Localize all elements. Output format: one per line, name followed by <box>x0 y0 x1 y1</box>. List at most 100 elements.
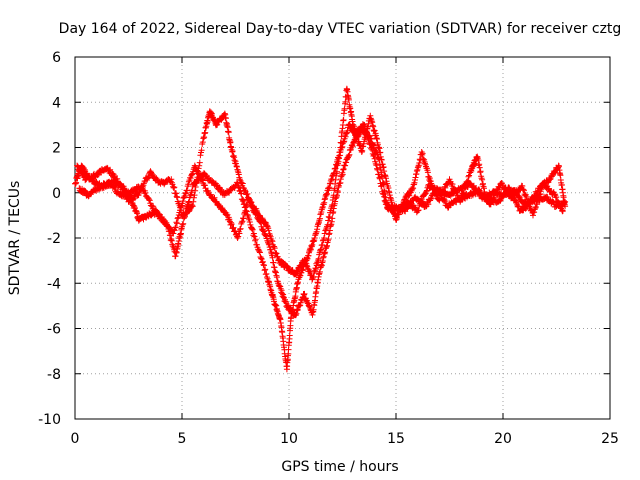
interp-marker <box>198 147 205 154</box>
interp-marker <box>185 199 192 206</box>
interp-marker <box>192 187 199 194</box>
interp-marker <box>224 211 231 218</box>
interp-marker <box>493 189 500 196</box>
interp-marker <box>145 174 152 181</box>
interp-marker <box>174 220 180 227</box>
x-tick-label: 0 <box>71 431 80 447</box>
interp-marker <box>142 189 149 196</box>
interp-marker <box>211 194 218 201</box>
x-tick-label: 10 <box>280 431 298 447</box>
data-point <box>318 246 325 253</box>
interp-marker <box>232 228 239 234</box>
interp-marker <box>321 235 328 241</box>
interp-marker <box>171 184 178 191</box>
interp-marker <box>480 192 487 199</box>
interp-marker <box>463 183 470 190</box>
interp-marker <box>182 190 189 197</box>
interp-marker <box>172 224 179 231</box>
interp-marker <box>248 203 255 210</box>
chart-title: Day 164 of 2022, Sidereal Day-to-day VTE… <box>59 21 622 37</box>
interp-marker <box>423 188 430 195</box>
interp-marker <box>247 199 254 206</box>
interp-marker <box>475 186 482 193</box>
interp-marker <box>272 249 279 256</box>
interp-marker <box>249 204 256 211</box>
interp-marker <box>532 204 539 210</box>
interp-marker <box>180 220 187 227</box>
interp-marker <box>238 190 245 197</box>
interp-marker <box>274 253 281 260</box>
data-point <box>114 178 121 185</box>
interp-marker <box>259 258 266 265</box>
interp-marker <box>368 145 374 152</box>
data-point <box>530 212 536 219</box>
interp-marker <box>170 184 177 191</box>
interp-marker <box>427 196 434 202</box>
interp-marker <box>188 171 195 178</box>
interp-marker <box>532 205 539 212</box>
interp-marker <box>217 185 223 192</box>
y-tick-label: 6 <box>52 50 61 66</box>
series-track-c <box>76 125 566 319</box>
interp-marker <box>488 198 495 205</box>
interp-marker <box>96 185 103 192</box>
interp-marker <box>229 148 236 155</box>
data-point <box>559 207 566 214</box>
interp-marker <box>522 192 529 199</box>
interp-marker <box>442 184 449 191</box>
interp-marker <box>207 191 214 198</box>
interp-marker <box>258 255 265 262</box>
interp-marker <box>174 215 181 222</box>
interp-marker <box>338 139 345 146</box>
interp-marker <box>190 194 197 201</box>
interp-marker <box>145 173 152 180</box>
interp-marker <box>524 198 531 205</box>
interp-marker <box>107 166 114 173</box>
interp-marker <box>491 194 498 201</box>
y-axis-label: SDTVAR / TECUs <box>7 181 23 296</box>
interp-marker <box>225 129 232 136</box>
data-point <box>181 194 188 201</box>
interp-marker <box>342 98 349 105</box>
interp-marker <box>241 211 248 217</box>
interp-marker <box>325 217 332 224</box>
y-tick-label: -6 <box>47 322 61 338</box>
interp-marker <box>537 191 544 197</box>
x-tick-labels: 0 5 10 15 20 25 <box>71 431 619 447</box>
x-axis-label: GPS time / hours <box>281 459 398 475</box>
interp-marker <box>249 226 256 233</box>
interp-marker <box>260 261 267 268</box>
series-track-a <box>72 121 569 373</box>
interp-marker <box>111 183 117 190</box>
interp-marker <box>228 219 235 226</box>
y-tick-label: 2 <box>52 141 61 157</box>
interp-marker <box>504 187 511 194</box>
interp-marker <box>236 230 243 237</box>
interp-marker <box>235 233 242 240</box>
interp-marker <box>174 194 181 201</box>
interp-marker <box>441 188 448 195</box>
interp-marker <box>225 189 232 196</box>
interp-marker <box>335 155 342 162</box>
interp-marker <box>265 227 272 234</box>
interp-marker <box>250 230 257 237</box>
interp-marker <box>329 215 336 222</box>
interp-marker <box>253 211 260 218</box>
interp-marker <box>326 214 333 221</box>
interp-marker <box>193 179 200 186</box>
interp-marker <box>197 152 204 159</box>
interp-marker <box>196 159 203 166</box>
interp-marker <box>132 195 138 202</box>
interp-marker <box>256 249 263 256</box>
interp-marker <box>190 198 197 205</box>
interp-marker <box>175 214 182 221</box>
interp-marker <box>199 176 205 183</box>
interp-marker <box>186 208 193 215</box>
y-tick-label: -10 <box>38 412 61 428</box>
y-tick-label: -8 <box>47 367 61 383</box>
interp-marker <box>370 153 377 159</box>
x-tick-label: 25 <box>601 431 619 447</box>
data-point <box>446 176 453 183</box>
interp-marker <box>380 181 387 188</box>
